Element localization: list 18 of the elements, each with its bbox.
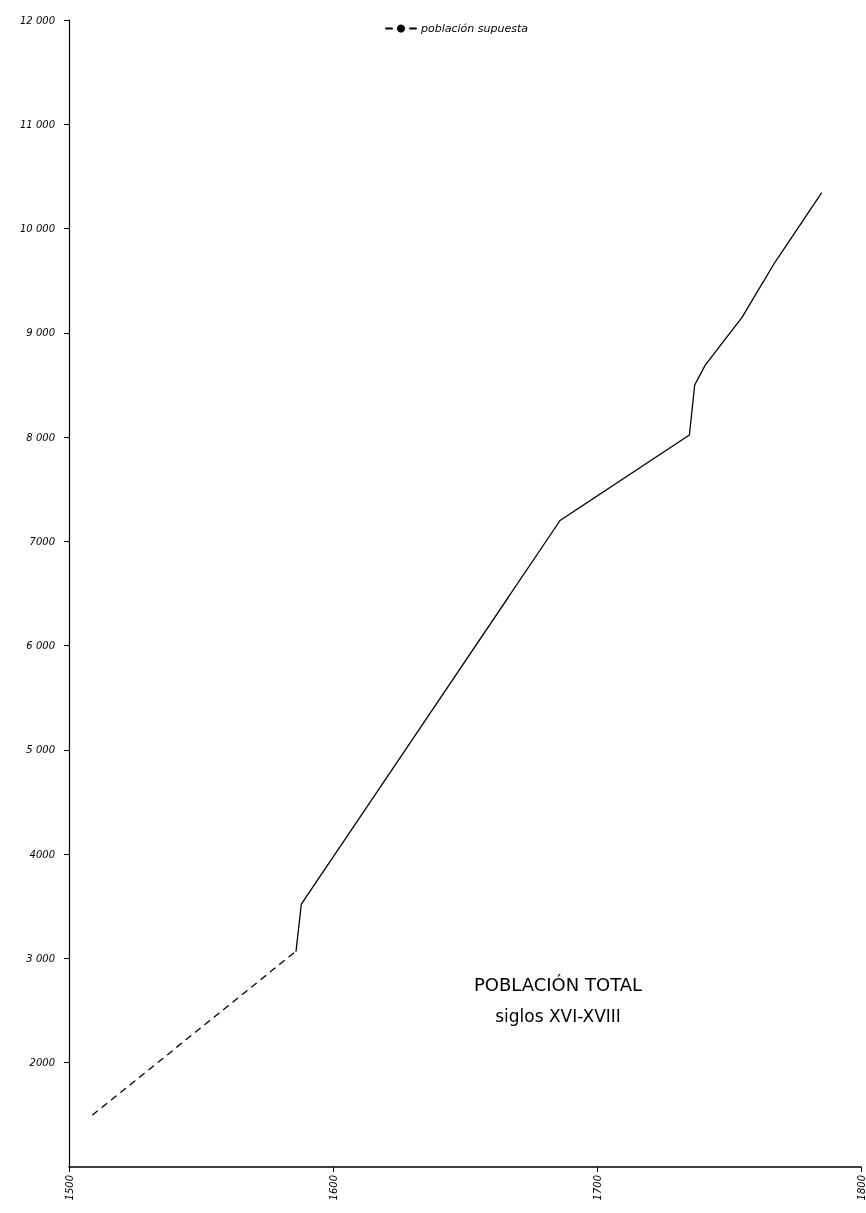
legend-label: población supuesta <box>420 22 529 35</box>
y-tick-label: 9 000 <box>26 327 55 339</box>
y-tick-label: 11 000 <box>20 118 55 130</box>
x-tick-label: 1500 <box>63 1175 75 1201</box>
x-tick-label: 1600 <box>327 1175 339 1201</box>
y-tick-label: 4000 <box>29 848 55 860</box>
y-tick-label: 7000 <box>29 535 55 547</box>
y-tick-label: 8 000 <box>26 431 55 443</box>
x-tick-label: 1800 <box>855 1175 866 1201</box>
y-tick-label: 5 000 <box>26 744 55 756</box>
y-tick-label: 6 000 <box>26 640 55 652</box>
y-tick-label: 3 000 <box>26 952 55 964</box>
y-tick-label: 10 000 <box>20 223 55 235</box>
x-tick-label: 1700 <box>591 1175 603 1201</box>
y-tick-label: 2000 <box>29 1057 55 1069</box>
text: POBLACIÓN TOTAL <box>473 973 643 995</box>
y-tick-label: 12 000 <box>20 14 55 26</box>
text: siglos XVI-XVIII <box>495 1005 621 1026</box>
